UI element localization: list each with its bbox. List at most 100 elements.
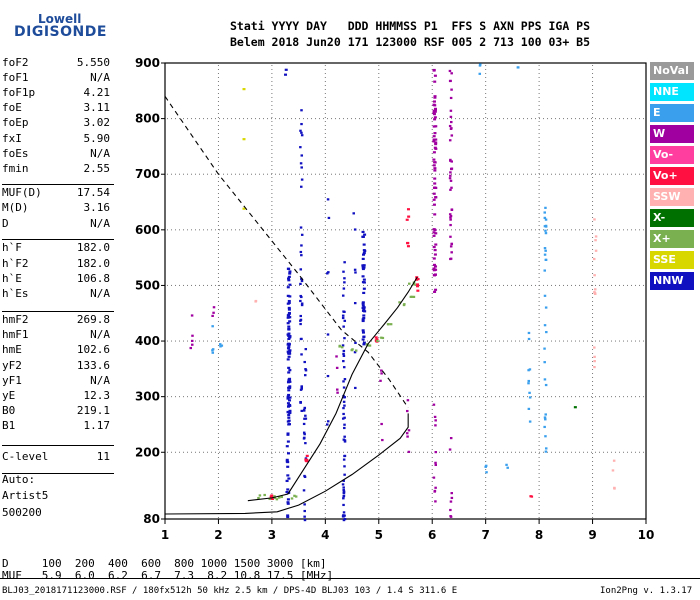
grid-dot <box>217 413 219 414</box>
grid-dot <box>538 409 540 410</box>
grid-dot <box>591 451 592 453</box>
grid-dot <box>587 396 588 398</box>
grid-dot <box>592 237 594 238</box>
grid-dot <box>387 284 388 286</box>
grid-dot <box>311 284 312 286</box>
grid-dot <box>179 284 180 286</box>
grid-dot <box>485 461 487 462</box>
echo-point <box>343 440 347 443</box>
grid-dot <box>592 101 594 102</box>
param-label: h`F2 <box>2 257 29 270</box>
echo-point <box>449 508 452 512</box>
grid-dot <box>247 229 248 231</box>
grid-dot <box>351 173 352 175</box>
grid-dot <box>371 340 372 342</box>
grid-dot <box>324 161 326 162</box>
grid-dot <box>375 229 376 231</box>
echo-point <box>361 306 365 310</box>
grid-dot <box>378 113 380 114</box>
grid-dot <box>243 340 244 342</box>
grid-dot <box>271 396 272 398</box>
grid-dot <box>247 451 248 453</box>
grid-dot <box>431 225 433 226</box>
grid-dot <box>355 396 356 398</box>
param-label: MUF(D) <box>2 186 42 199</box>
grid-dot <box>407 229 408 231</box>
grid-dot <box>538 393 540 394</box>
grid-dot <box>592 461 594 462</box>
echo-point <box>286 347 290 350</box>
grid-dot <box>271 165 273 166</box>
grid-dot <box>271 141 273 142</box>
grid-dot <box>443 173 444 175</box>
grid-dot <box>592 497 594 498</box>
grid-dot <box>503 451 504 453</box>
grid-dot <box>639 173 640 175</box>
echo-point <box>285 490 289 494</box>
grid-dot <box>324 265 326 266</box>
echo-point <box>336 388 339 391</box>
grid-dot <box>607 229 608 231</box>
grid-dot <box>538 89 540 90</box>
echo-point <box>341 294 345 297</box>
grid-dot <box>459 229 460 231</box>
x-tick-label: 2 <box>214 528 222 542</box>
echo-point <box>304 374 307 377</box>
grid-dot <box>378 405 380 406</box>
grid-dot <box>592 145 594 146</box>
grid-dot <box>538 233 540 234</box>
echo-point <box>300 337 303 341</box>
grid-dot <box>431 497 433 498</box>
grid-dot <box>324 397 326 398</box>
grid-dot <box>423 173 424 175</box>
grid-dot <box>299 451 300 453</box>
grid-dot <box>343 340 344 342</box>
grid-dot <box>592 385 594 386</box>
echo-point <box>380 336 383 339</box>
grid-dot <box>203 396 204 398</box>
grid-dot <box>619 451 620 453</box>
grid-dot <box>538 457 540 458</box>
grid-dot <box>538 353 540 354</box>
grid-dot <box>592 245 594 246</box>
echo-point <box>191 343 194 346</box>
grid-dot <box>207 118 208 120</box>
grid-dot <box>217 261 219 262</box>
grid-dot <box>555 229 556 231</box>
grid-dot <box>231 118 232 120</box>
echo-point <box>212 311 215 314</box>
grid-dot <box>271 377 273 378</box>
grid-dot <box>635 340 636 342</box>
grid-dot <box>485 77 487 78</box>
grid-dot <box>378 277 380 278</box>
grid-dot <box>299 396 300 398</box>
grid-dot <box>519 118 520 120</box>
echo-point <box>303 406 307 410</box>
grid-dot <box>395 396 396 398</box>
echo-point <box>287 346 291 349</box>
grid-dot <box>485 301 487 302</box>
param-value: 12.3 <box>83 389 111 402</box>
parameter-panel: foF2 5.550 foF1 N/A foF1p 4.21 foE 3.11 foEp 3.02… <box>2 0 114 560</box>
grid-dot <box>538 265 540 266</box>
grid-dot <box>383 284 384 286</box>
grid-dot <box>271 385 273 386</box>
grid-dot <box>592 73 594 74</box>
echo-point <box>362 291 366 295</box>
logo-digisonde: DIGISONDE <box>14 24 107 40</box>
grid-dot <box>483 340 484 342</box>
param-value: N/A <box>90 287 110 300</box>
grid-dot <box>485 505 487 506</box>
echo-point <box>342 458 346 461</box>
echo-point <box>300 134 304 137</box>
echo-point <box>361 331 365 334</box>
grid-dot <box>351 284 352 286</box>
grid-dot <box>592 441 594 442</box>
grid-dot <box>485 109 487 110</box>
grid-dot <box>378 81 380 82</box>
grid-dot <box>538 281 540 282</box>
grid-dot <box>607 118 608 120</box>
grid-dot <box>538 325 540 326</box>
grid-dot <box>431 517 433 518</box>
grid-dot <box>523 340 524 342</box>
